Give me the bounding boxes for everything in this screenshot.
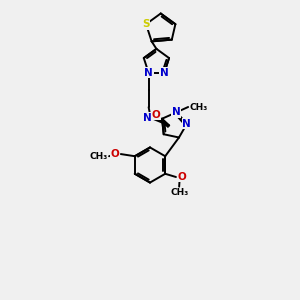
Text: N: N	[172, 107, 181, 117]
Text: N: N	[144, 68, 153, 78]
Text: CH₃: CH₃	[90, 152, 108, 161]
Text: H: H	[152, 112, 161, 122]
Text: O: O	[177, 172, 186, 182]
Text: N: N	[160, 68, 169, 78]
Text: N: N	[182, 119, 191, 129]
Text: O: O	[152, 110, 161, 120]
Text: S: S	[142, 19, 150, 29]
Text: CH₃: CH₃	[170, 188, 188, 197]
Text: O: O	[111, 149, 119, 159]
Text: N: N	[143, 113, 152, 123]
Text: CH₃: CH₃	[189, 103, 207, 112]
